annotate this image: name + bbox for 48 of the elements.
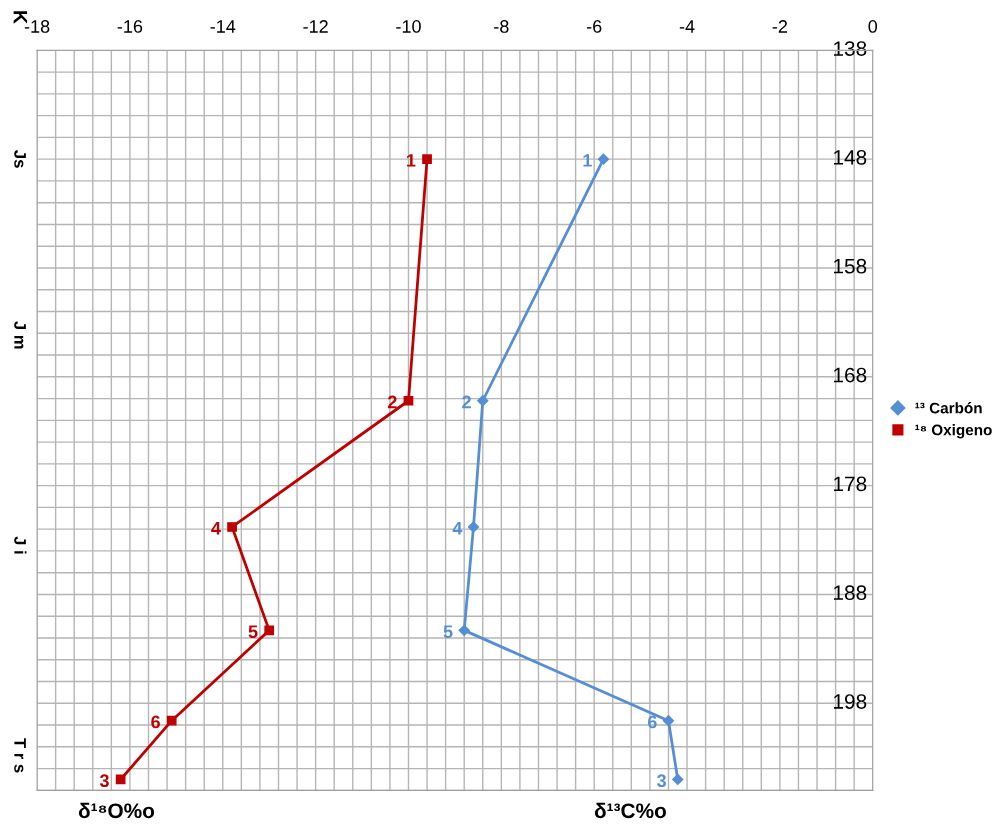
- annotation: 2: [387, 395, 397, 409]
- y-tick-label: 148: [834, 149, 867, 165]
- point: [458, 624, 470, 636]
- point: [227, 522, 237, 532]
- annotation: 3: [99, 774, 109, 788]
- point: [264, 625, 275, 636]
- point: [662, 715, 675, 727]
- annotation: 1: [407, 154, 416, 167]
- y-tick-label: 198: [834, 694, 867, 709]
- point: [477, 395, 489, 407]
- x-tick-label: -4: [679, 20, 695, 33]
- text: δ¹³C%o: [594, 802, 666, 819]
- legend-label: ¹³ Carbón: [915, 402, 982, 414]
- annotation: 5: [248, 625, 258, 638]
- annotation: 6: [151, 715, 160, 729]
- y-tick-label: 158: [834, 258, 867, 274]
- text: J i: [14, 536, 27, 554]
- annotation: 2: [462, 395, 471, 409]
- x-tick-label: -6: [586, 20, 602, 33]
- y-tick-label: 138: [834, 41, 867, 56]
- annotation: 5: [443, 625, 453, 638]
- point: [597, 153, 610, 165]
- legend-label: ¹⁸ Oxigeno: [915, 424, 992, 439]
- x-tick-label: -12: [303, 20, 328, 33]
- x-tick-label: -16: [117, 20, 143, 33]
- y-tick-label: 178: [834, 476, 867, 492]
- x-tick-label: -10: [396, 20, 421, 33]
- text: δ¹⁸O%o: [78, 802, 155, 819]
- y-tick-label: 188: [834, 585, 867, 601]
- text: Js: [14, 150, 26, 168]
- point: [672, 773, 684, 786]
- x-tick-label: -8: [494, 20, 509, 33]
- annotation: 4: [452, 522, 463, 535]
- annotation: 4: [211, 522, 221, 535]
- annotation: 6: [647, 715, 657, 729]
- annotation: 3: [657, 774, 666, 788]
- text: J m: [14, 321, 26, 349]
- x-tick-label: -14: [210, 20, 236, 33]
- point: [115, 774, 126, 785]
- point: [403, 395, 414, 406]
- point: [467, 521, 480, 533]
- x-tick-label: -2: [772, 20, 788, 33]
- x-tick-label: 0: [868, 20, 878, 33]
- y-tick-label: 168: [834, 367, 867, 383]
- annotation: 1: [583, 154, 592, 167]
- point: [166, 715, 177, 726]
- text: T r s: [14, 738, 26, 773]
- point: [422, 154, 432, 165]
